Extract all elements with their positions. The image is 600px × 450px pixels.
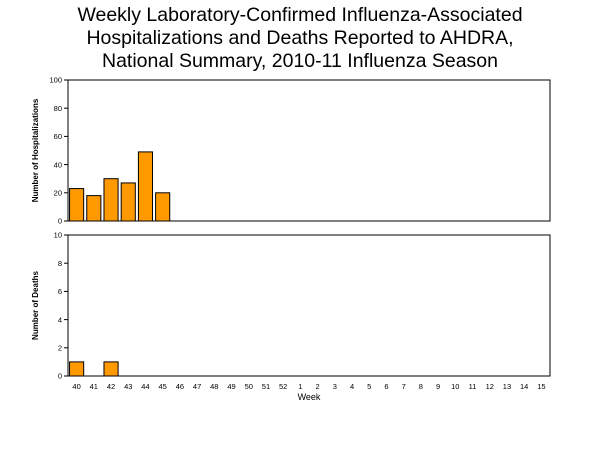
y-axis-label: Number of Deaths: [31, 271, 40, 340]
bar-week-40: [69, 188, 85, 222]
y-tick-label: 80: [54, 104, 62, 113]
x-tick-label: 8: [419, 382, 423, 391]
chart-title-line-1: Weekly Laboratory-Confirmed Influenza-As…: [77, 4, 523, 26]
y-tick-label: 10: [54, 231, 62, 240]
bar-week-43: [120, 182, 136, 222]
x-tick-label: 10: [451, 382, 459, 391]
bar-week-42: [103, 361, 119, 377]
x-tick-label: 45: [159, 382, 167, 391]
x-tick-label: 48: [210, 382, 218, 391]
x-axis-label: Week: [298, 392, 321, 402]
bar-week-45: [155, 192, 171, 222]
y-tick-label: 40: [54, 160, 62, 169]
y-tick-label: 60: [54, 132, 62, 141]
y-tick-label: 8: [58, 259, 62, 268]
chart-title-line-3: National Summary, 2010-11 Influenza Seas…: [101, 50, 498, 72]
x-tick-label: 13: [503, 382, 511, 391]
bar-week-42: [103, 178, 119, 222]
x-tick-label: 47: [193, 382, 201, 391]
y-tick-label: 2: [58, 344, 62, 353]
plot-area-frame-1: [67, 79, 551, 222]
x-tick-label: 44: [141, 382, 149, 391]
y-axis-label: Number of Hospitalizations: [31, 98, 40, 202]
x-tick-label: 49: [227, 382, 235, 391]
y-tick-label: 4: [58, 315, 62, 324]
x-tick-label: 9: [436, 382, 440, 391]
x-tick-label: 4: [350, 382, 354, 391]
x-tick-label: 6: [384, 382, 388, 391]
x-tick-label: 3: [333, 382, 337, 391]
y-tick-label: 0: [58, 372, 62, 381]
y-tick-label: 0: [58, 217, 62, 226]
x-tick-label: 40: [72, 382, 80, 391]
x-tick-label: 7: [402, 382, 406, 391]
x-tick-label: 1: [298, 382, 302, 391]
bar-week-40: [69, 361, 85, 377]
plot-area-frame-2: [67, 234, 551, 377]
x-tick-label: 2: [316, 382, 320, 391]
x-tick-label: 52: [279, 382, 287, 391]
chart-title: Weekly Laboratory-Confirmed Influenza-As…: [0, 4, 600, 73]
bar-week-44: [137, 151, 154, 222]
x-tick-label: 50: [245, 382, 253, 391]
y-tick-label: 6: [58, 287, 62, 296]
x-tick-label: 51: [262, 382, 270, 391]
x-tick-label: 14: [520, 382, 528, 391]
x-tick-label: 43: [124, 382, 132, 391]
bar-week-41: [86, 195, 102, 222]
y-tick-label: 20: [54, 189, 62, 198]
x-tick-label: 41: [90, 382, 98, 391]
x-tick-label: 12: [486, 382, 494, 391]
chart-title-line-2: Hospitalizations and Deaths Reported to …: [86, 27, 514, 49]
y-tick-label: 100: [49, 76, 62, 85]
x-tick-label: 46: [176, 382, 184, 391]
x-tick-label: 15: [537, 382, 545, 391]
x-tick-label: 42: [107, 382, 115, 391]
x-tick-label: 11: [469, 382, 477, 391]
x-tick-label: 5: [367, 382, 371, 391]
